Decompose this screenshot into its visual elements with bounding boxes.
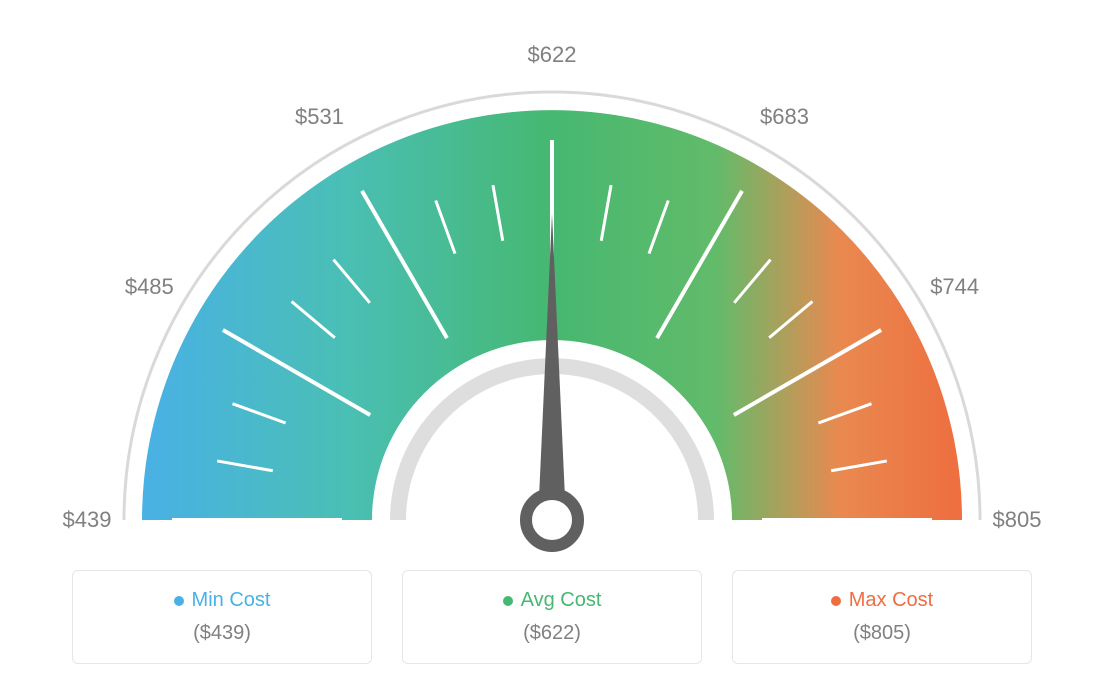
gauge-tick-label: $485: [125, 274, 174, 300]
legend-avg-box: Avg Cost ($622): [402, 570, 702, 664]
legend-max-label: Max Cost: [849, 589, 933, 612]
dot-icon: [174, 596, 184, 606]
gauge-tick-label: $622: [528, 42, 577, 68]
legend-max-value: ($805): [743, 622, 1021, 645]
legend-min-title: Min Cost: [174, 589, 271, 612]
gauge-tick-label: $683: [760, 104, 809, 130]
legend-max-title: Max Cost: [831, 589, 933, 612]
gauge-tick-label: $531: [295, 104, 344, 130]
legend-avg-value: ($622): [413, 622, 691, 645]
dot-icon: [831, 596, 841, 606]
legend-min-value: ($439): [83, 622, 361, 645]
gauge-tick-label: $805: [993, 507, 1042, 533]
legend-max-box: Max Cost ($805): [732, 570, 1032, 664]
gauge-chart: $439 $485 $531 $622 $683 $744 $805: [0, 0, 1104, 560]
legend-min-box: Min Cost ($439): [72, 570, 372, 664]
gauge-tick-label: $744: [930, 274, 979, 300]
legend-min-label: Min Cost: [192, 589, 271, 612]
dot-icon: [503, 596, 513, 606]
legend-avg-title: Avg Cost: [503, 589, 602, 612]
gauge-tick-label: $439: [63, 507, 112, 533]
legend-row: Min Cost ($439) Avg Cost ($622) Max Cost…: [0, 570, 1104, 664]
legend-avg-label: Avg Cost: [521, 589, 602, 612]
